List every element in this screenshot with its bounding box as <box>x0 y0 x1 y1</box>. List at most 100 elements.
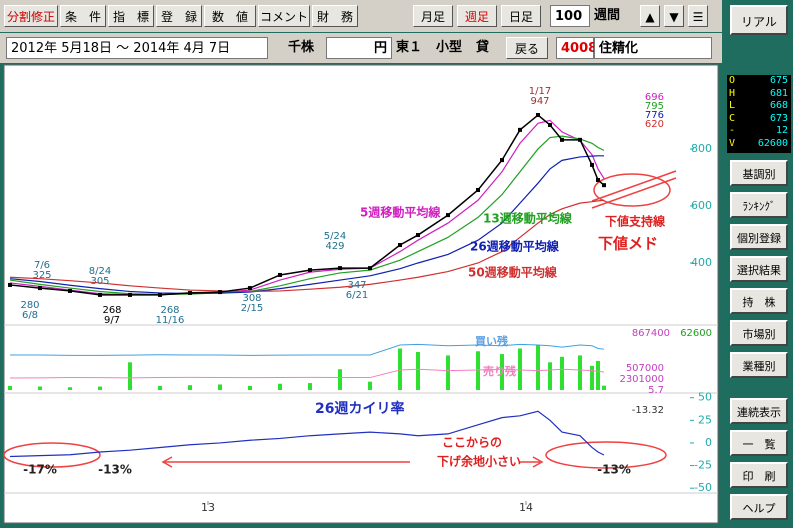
header-bar: 2012年 5月18日 〜 2014年 4月 7日 千株 円 東１ 小型 貸 戻… <box>0 33 722 63</box>
side-button[interactable]: 選択結果 <box>730 256 788 282</box>
toolbar-button[interactable]: 財 務 <box>312 5 358 27</box>
market: 東１ <box>396 40 423 55</box>
annotation-date: 6/21 <box>346 290 368 301</box>
toolbar-button[interactable]: 分割修正 <box>4 5 58 27</box>
date-range[interactable]: 2012年 5月18日 〜 2014年 4月 7日 <box>6 37 268 59</box>
nav-button[interactable]: ▼ <box>664 5 684 27</box>
count-select[interactable]: 100 <box>550 5 590 27</box>
nav-button[interactable]: ☰ <box>688 5 708 27</box>
side-button[interactable]: 個別登録 <box>730 224 788 250</box>
side-button[interactable]: 業種別 <box>730 352 788 378</box>
annotation-price: 347 <box>347 280 366 291</box>
ellipse <box>3 442 101 468</box>
toolbar-button[interactable]: 条 件 <box>60 5 106 27</box>
nav-button[interactable]: ▲ <box>640 5 660 27</box>
toolbar-button[interactable]: 登 録 <box>156 5 202 27</box>
annotation-price: 947 <box>530 96 549 107</box>
ma-label: 26週移動平均線 <box>470 239 560 254</box>
y-tick-label: 800 <box>691 142 712 155</box>
volume-bar <box>446 355 450 390</box>
close-marker <box>476 188 480 193</box>
unit-label: 週間 <box>594 8 621 23</box>
volume-latest-label: 62600 <box>680 328 712 339</box>
arrow-head <box>532 456 544 468</box>
currency-select[interactable]: 円 <box>326 37 392 59</box>
side-button[interactable]: 持 株 <box>730 288 788 314</box>
quote-value: 668 <box>769 100 788 111</box>
side-button[interactable]: ヘルプ <box>730 494 788 520</box>
annotation-date: 5/24 <box>324 231 346 242</box>
close-marker <box>596 178 600 183</box>
volume-bar <box>548 362 552 390</box>
quote-key: L <box>729 100 736 111</box>
toolbar-button[interactable]: 数 値 <box>204 5 256 27</box>
annotation-price: 429 <box>325 241 344 252</box>
ellipse <box>545 441 667 469</box>
stock-name: 住精化 <box>594 37 712 59</box>
lending: 貸 <box>476 40 490 55</box>
volume-bar <box>578 355 582 390</box>
stock-code[interactable]: 4008 <box>556 37 597 59</box>
side-button[interactable]: 連続表示 <box>730 398 788 424</box>
close-marker <box>158 292 162 297</box>
y-tick-label: 600 <box>691 199 712 212</box>
toolbar-button[interactable]: 指 標 <box>108 5 154 27</box>
close-marker <box>188 290 192 295</box>
close-marker <box>536 113 540 118</box>
volume-bar <box>308 383 312 390</box>
ma-label: 13週移動平均線 <box>483 211 573 226</box>
toolbar-button[interactable]: コメント <box>258 5 310 27</box>
quote-row: L 668 <box>727 100 791 113</box>
annotation-date: 7/6 <box>34 260 50 271</box>
close-marker <box>560 137 564 142</box>
close-marker <box>8 282 12 287</box>
side-button[interactable]: 基調別 <box>730 160 788 186</box>
volume-bar <box>8 385 12 390</box>
annotation-price: 325 <box>32 270 51 281</box>
realtime-button[interactable]: リアル <box>730 5 788 35</box>
close-marker <box>398 243 402 248</box>
volume-bar <box>560 356 564 390</box>
volume-bar <box>128 362 132 390</box>
toolbar: 分割修正 条 件 指 標 登 録 数 値 コメント 財 務 月足 週足 日足 1… <box>0 0 722 32</box>
side-button[interactable]: 印 刷 <box>730 462 788 488</box>
deviation-mark: -17% <box>23 463 57 477</box>
volume-info-label: 5.7 <box>648 385 664 396</box>
quote-key: - <box>729 125 736 136</box>
size: 小型 <box>436 40 463 55</box>
margin-sell-label: 売り残 <box>483 364 516 378</box>
volume-bar <box>590 365 594 390</box>
support-annotation <box>3 170 677 469</box>
period-button[interactable]: 月足 <box>413 5 453 27</box>
moving-average-line <box>9 199 605 293</box>
deviation-mark: -13% <box>597 463 631 477</box>
side-button[interactable]: ﾗﾝｷﾝｸﾞ <box>730 192 788 218</box>
quote-value: 12 <box>775 125 788 136</box>
close-marker <box>602 183 606 188</box>
volume-bar <box>338 369 342 390</box>
back-button[interactable]: 戻る <box>506 37 548 59</box>
close-marker <box>128 292 132 297</box>
quote-value: 675 <box>769 75 788 86</box>
volume-info-label: 2301000 <box>619 374 664 385</box>
x-tick-label: 14 <box>519 501 533 514</box>
margin-sell-line <box>9 368 605 379</box>
volume-bar <box>278 383 282 390</box>
side-button[interactable]: 市場別 <box>730 320 788 346</box>
annotation-date: 11/16 <box>156 315 185 326</box>
quote-key: V <box>729 137 736 149</box>
side-button[interactable]: 一 覧 <box>730 430 788 456</box>
close-line <box>9 114 605 296</box>
close-marker <box>518 127 522 132</box>
period-button[interactable]: 日足 <box>501 5 541 27</box>
quote-panel: O 675 H 681 L 668 C 673 - 12 V 62600 <box>727 75 791 153</box>
close-marker <box>68 288 72 293</box>
close-marker <box>578 137 582 142</box>
quote-row: C 673 <box>727 113 791 126</box>
close-marker <box>446 213 450 218</box>
annotation-price: 280 <box>20 300 39 311</box>
volume-bar <box>536 345 540 390</box>
moving-average-line <box>9 155 604 295</box>
period-button[interactable]: 週足 <box>457 5 497 27</box>
